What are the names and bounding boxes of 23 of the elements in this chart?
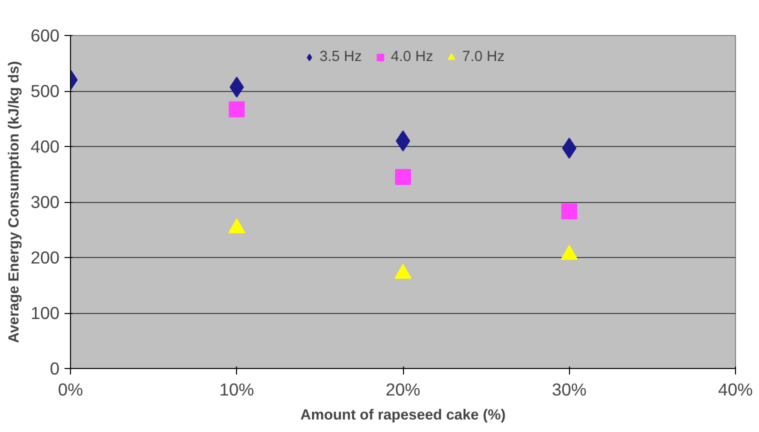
y-tick-label: 300 (30, 192, 60, 212)
x-tick-label: 40% (718, 380, 753, 400)
y-tick-label: 400 (30, 136, 60, 156)
x-tick-label: 10% (219, 380, 254, 400)
y-tick-label: 500 (30, 81, 60, 101)
y-axis-title: Average Energy Consumption (kJ/kg ds) (6, 60, 23, 344)
y-tick-label: 0 (50, 358, 60, 378)
point (394, 264, 412, 279)
legend-label: 7.0 Hz (462, 49, 505, 65)
x-tick-label: 20% (386, 380, 420, 400)
point (228, 218, 246, 234)
x-axis-title: Amount of rapeseed cake (%) (300, 408, 506, 424)
y-tick-label: 200 (30, 248, 60, 268)
x-tick-label: 0% (58, 380, 84, 400)
point (561, 203, 578, 220)
point (395, 169, 411, 186)
legend-label: 4.0 Hz (390, 49, 434, 65)
x-tick-label: 30% (552, 380, 587, 400)
point (560, 244, 578, 260)
point (228, 101, 245, 118)
legend-label: 3.5 Hz (319, 49, 362, 65)
y-tick-label: 600 (30, 26, 60, 46)
y-tick-label: 100 (30, 303, 60, 323)
